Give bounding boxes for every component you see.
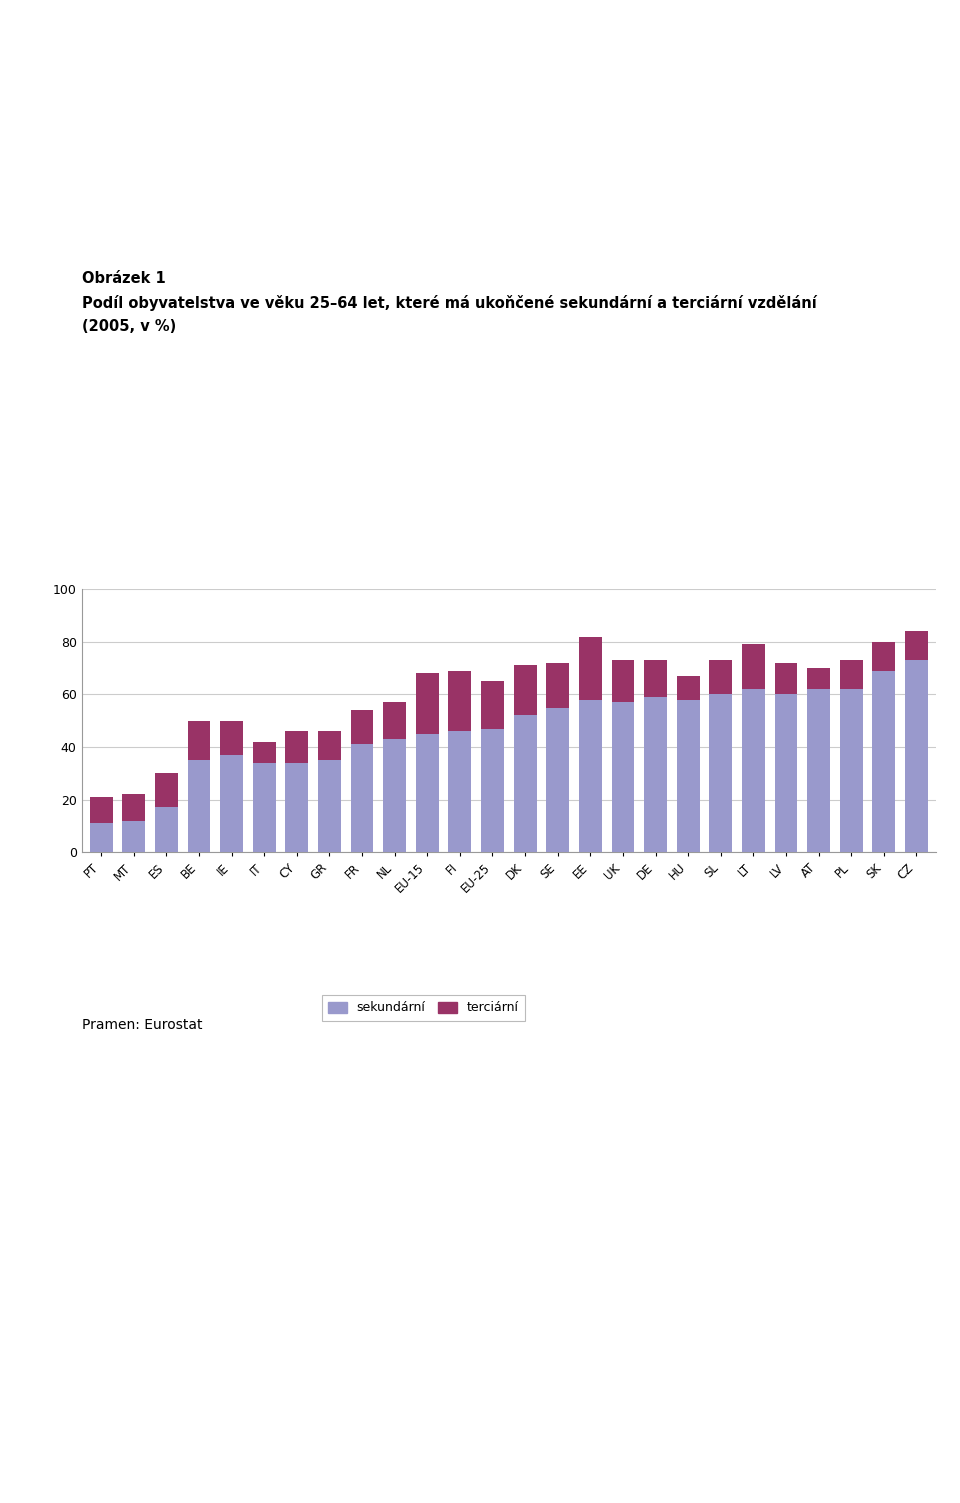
Legend: sekundární, terciární: sekundární, terciární <box>322 995 525 1021</box>
Text: Podíl obyvatelstva ve věku 25–64 let, které má ukoňčené sekundární a terciární v: Podíl obyvatelstva ve věku 25–64 let, kt… <box>82 295 816 311</box>
Bar <box>644 660 667 697</box>
Bar <box>187 720 210 761</box>
Bar <box>89 797 112 824</box>
Bar <box>840 688 863 852</box>
Bar <box>840 660 863 688</box>
Bar <box>89 824 112 852</box>
Bar <box>579 637 602 700</box>
Bar <box>481 729 504 852</box>
Bar <box>644 697 667 852</box>
Bar <box>742 645 765 688</box>
Text: (2005, v %): (2005, v %) <box>82 319 176 334</box>
Bar <box>481 681 504 729</box>
Bar <box>448 670 471 732</box>
Bar <box>873 670 896 852</box>
Bar <box>775 694 798 852</box>
Bar <box>122 821 145 852</box>
Bar <box>350 711 373 744</box>
Bar <box>579 700 602 852</box>
Bar <box>416 673 439 733</box>
Bar <box>318 761 341 852</box>
Bar <box>709 660 732 694</box>
Bar <box>220 755 243 852</box>
Bar <box>677 700 700 852</box>
Bar <box>546 663 569 708</box>
Bar <box>742 688 765 852</box>
Bar <box>155 807 178 852</box>
Bar <box>285 764 308 852</box>
Bar <box>905 660 928 852</box>
Bar <box>252 764 276 852</box>
Bar <box>873 642 896 670</box>
Bar <box>155 773 178 807</box>
Bar <box>677 676 700 700</box>
Bar <box>383 739 406 852</box>
Bar <box>350 744 373 852</box>
Bar <box>318 730 341 761</box>
Bar <box>187 761 210 852</box>
Bar <box>807 667 830 688</box>
Bar <box>709 694 732 852</box>
Bar <box>612 702 635 852</box>
Bar <box>285 732 308 764</box>
Bar <box>220 720 243 755</box>
Bar <box>775 663 798 694</box>
Bar <box>252 741 276 764</box>
Bar <box>612 660 635 702</box>
Bar <box>905 631 928 660</box>
Bar <box>448 732 471 852</box>
Bar <box>514 715 537 852</box>
Text: Pramen: Eurostat: Pramen: Eurostat <box>82 1018 203 1031</box>
Bar <box>546 708 569 852</box>
Bar <box>807 688 830 852</box>
Bar <box>416 733 439 852</box>
Bar <box>122 794 145 821</box>
Bar <box>383 702 406 739</box>
Bar <box>514 666 537 715</box>
Text: Obrázek 1: Obrázek 1 <box>82 271 165 286</box>
